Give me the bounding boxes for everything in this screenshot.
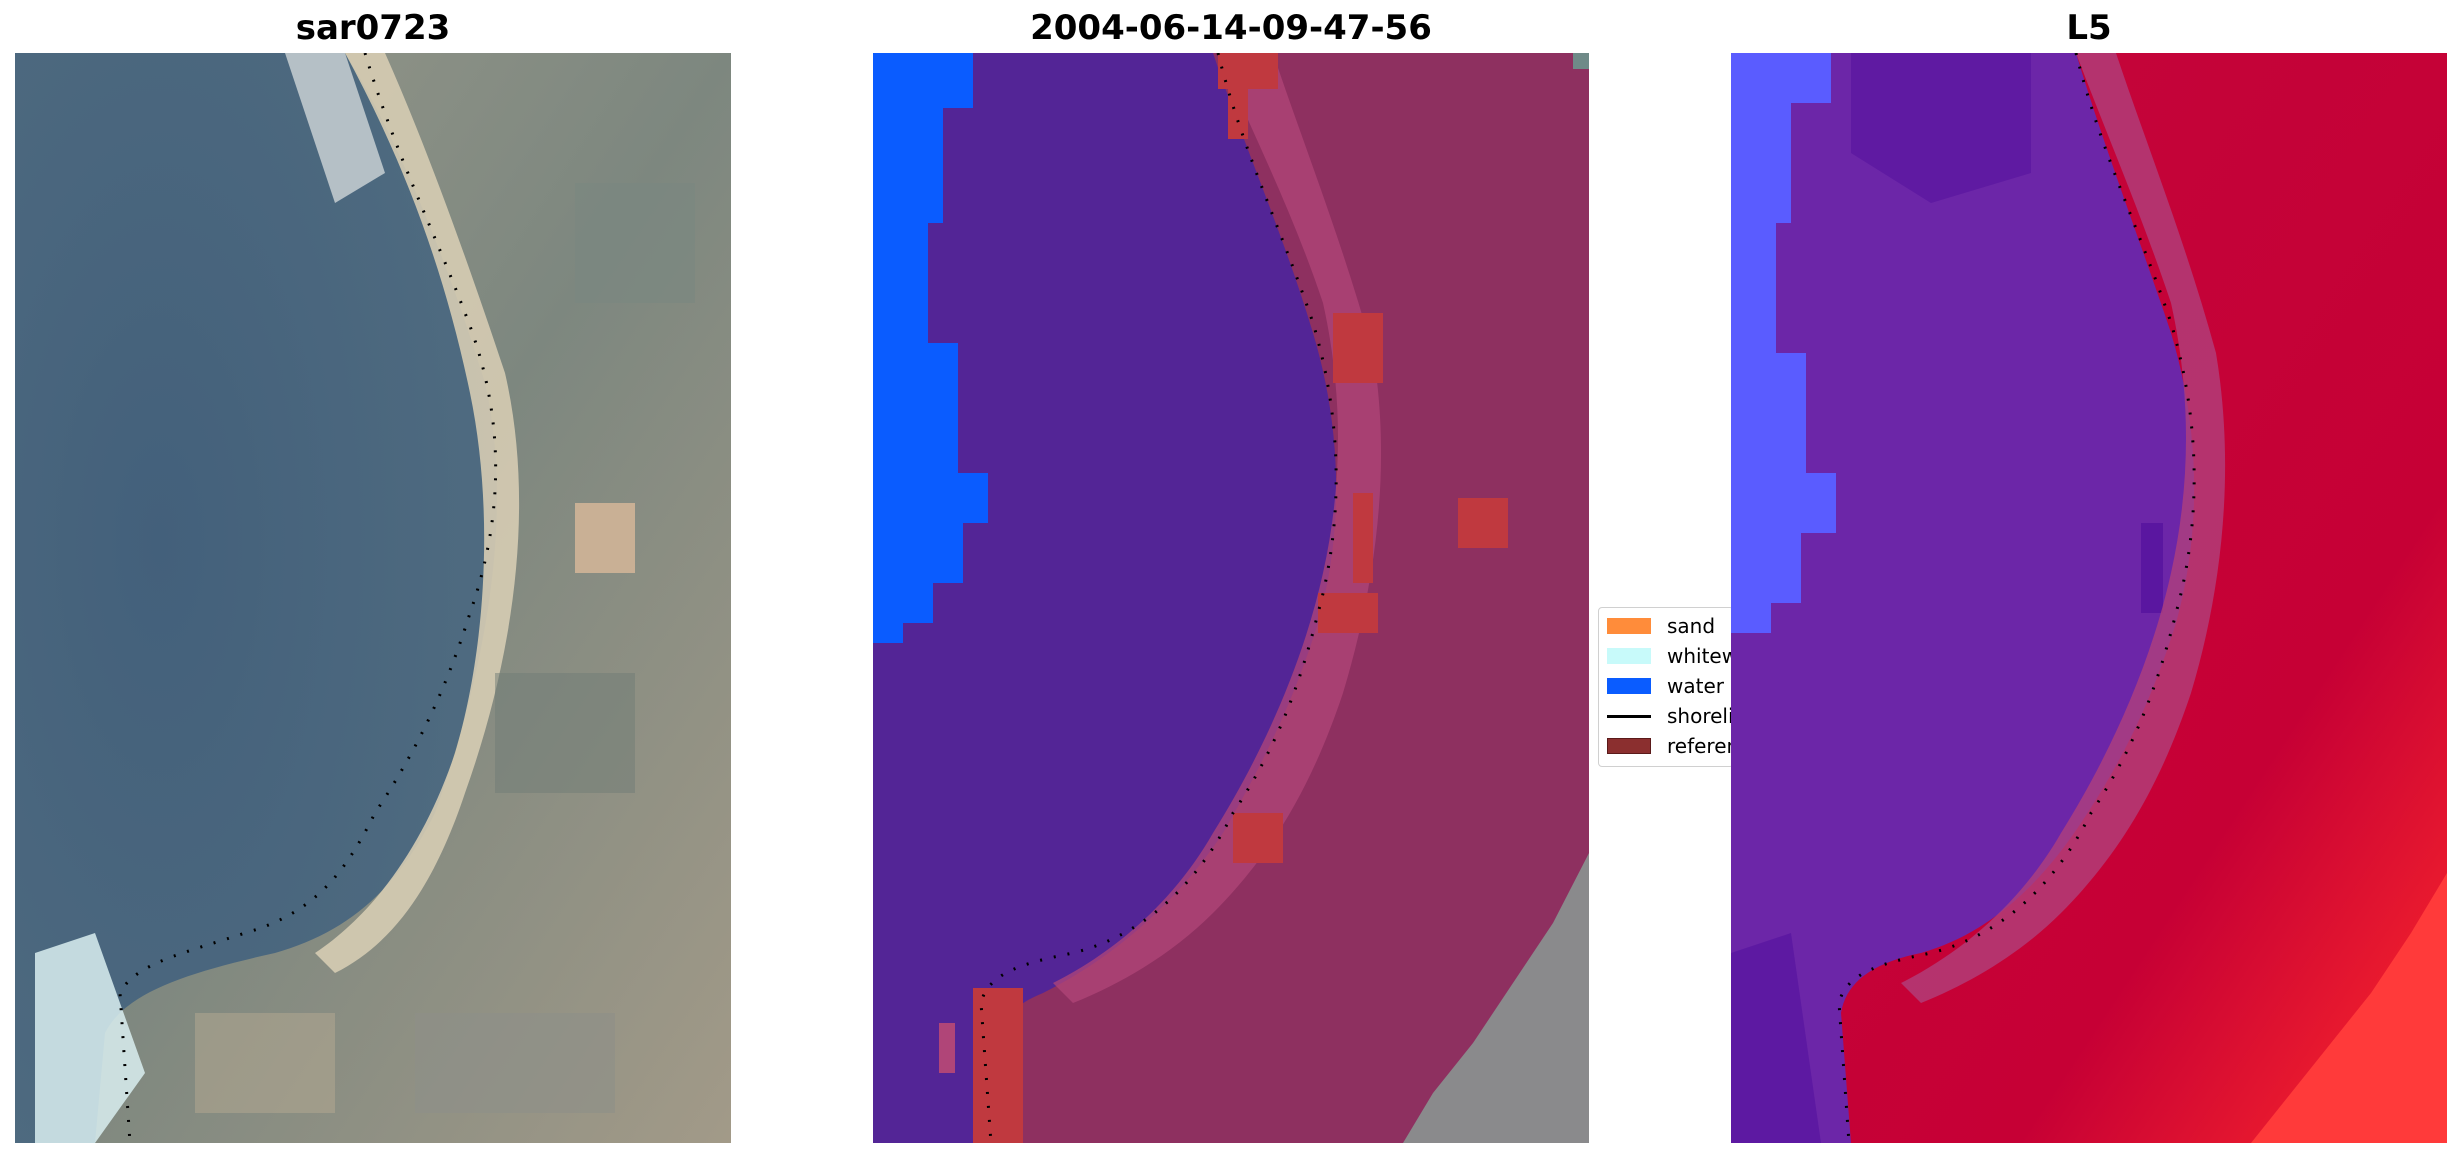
- classification-panel: [873, 53, 1589, 1143]
- panel-title-classification: 2004-06-14-09-47-56: [1030, 8, 1432, 48]
- legend-swatch: [1607, 618, 1651, 634]
- classification-image: [873, 53, 1589, 1143]
- legend-item-reference: reference: [1607, 734, 1733, 758]
- rgb-image-panel: [15, 53, 731, 1143]
- legend-item-water: water: [1607, 674, 1724, 698]
- legend-label: shoreline: [1667, 704, 1734, 728]
- legend-swatch: [1607, 678, 1651, 694]
- legend-label: water: [1667, 674, 1724, 698]
- legend-label: reference: [1667, 734, 1733, 758]
- legend-item-sand: sand: [1607, 614, 1715, 638]
- panel-title-rgb: sar0723: [295, 8, 451, 48]
- legend-label: sand: [1667, 614, 1716, 638]
- rgb-image: [15, 53, 731, 1143]
- probability-panel: [1731, 53, 2447, 1143]
- legend-item-shoreline: shoreline: [1607, 704, 1734, 728]
- legend-swatch: [1607, 738, 1651, 754]
- probability-image: [1731, 53, 2447, 1143]
- panel-title-probability: L5: [2066, 8, 2112, 48]
- legend-swatch: [1607, 648, 1651, 664]
- legend-line-swatch: [1607, 714, 1651, 718]
